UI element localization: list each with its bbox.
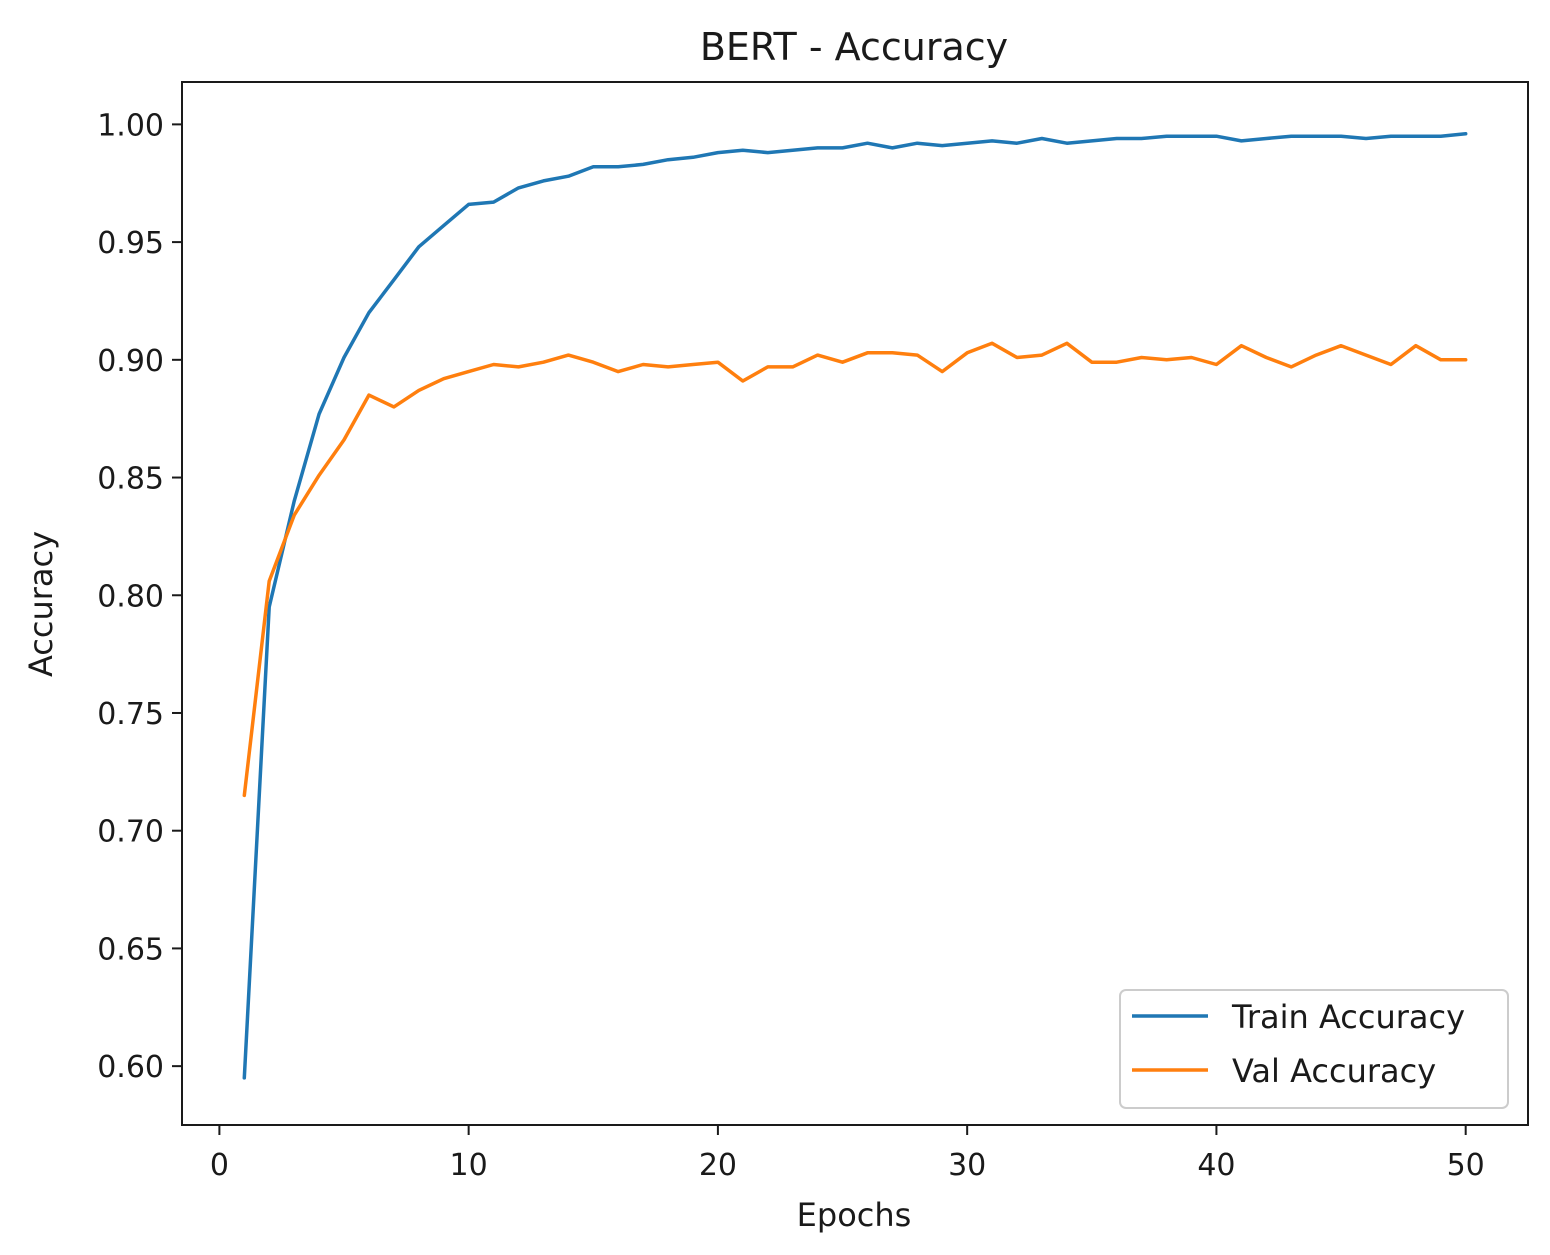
x-tick-label: 0 [210, 1148, 229, 1183]
series-lines [242, 132, 1468, 1080]
x-tick-label: 50 [1447, 1148, 1485, 1183]
x-tick-label: 40 [1197, 1148, 1235, 1183]
x-tick-label: 10 [450, 1148, 488, 1183]
x-tick-label: 20 [699, 1148, 737, 1183]
legend-label-train: Train Accuracy [1231, 998, 1465, 1036]
y-tick-label: 0.85 [97, 462, 164, 497]
y-tick-label: 0.80 [97, 579, 164, 614]
y-axis-label: Accuracy [22, 531, 60, 677]
legend-label-val: Val Accuracy [1232, 1052, 1436, 1090]
y-tick-label: 0.60 [97, 1050, 164, 1085]
chart-title: BERT - Accuracy [700, 25, 1008, 69]
legend: Train Accuracy Val Accuracy [1119, 989, 1509, 1109]
y-tick-label: 0.95 [97, 226, 164, 261]
y-tick-label: 0.90 [97, 344, 164, 379]
y-axis-ticks: 0.60 0.65 0.70 0.75 0.80 0.85 0.90 0.95 1.00 [97, 108, 182, 1085]
y-tick-label: 0.75 [97, 697, 164, 732]
y-tick-label: 0.70 [97, 815, 164, 850]
y-tick-label: 1.00 [97, 108, 164, 143]
x-axis-ticks: 0 10 20 30 40 50 [210, 1125, 1485, 1183]
series-line-val-accuracy [242, 341, 1468, 798]
y-tick-label: 0.65 [97, 932, 164, 967]
plot-frame [181, 81, 1529, 1126]
x-tick-label: 30 [948, 1148, 986, 1183]
series-line-train-accuracy [242, 132, 1468, 1080]
x-axis-label: Epochs [797, 1196, 912, 1234]
legend-box [1119, 989, 1509, 1109]
